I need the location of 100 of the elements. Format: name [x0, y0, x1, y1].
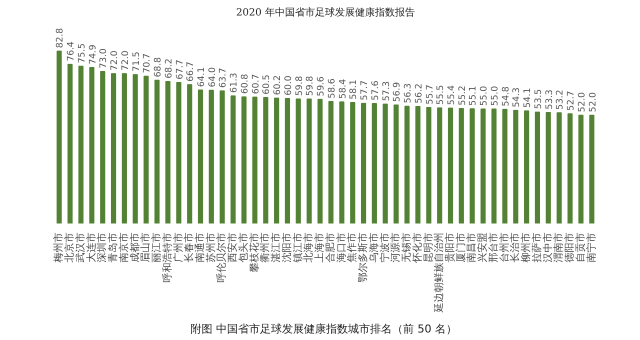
data-label: 56.9 — [392, 82, 403, 102]
x-tick-label: 武汉市 — [74, 232, 86, 262]
x-tick-label: 上海市 — [314, 232, 326, 262]
bar — [68, 64, 73, 224]
data-label: 53.5 — [534, 89, 544, 110]
x-tick-label: 衢州市 — [259, 232, 272, 262]
data-label: 82.8 — [56, 28, 66, 48]
bar — [502, 108, 508, 224]
data-label: 55.1 — [468, 86, 479, 106]
bar — [437, 107, 442, 224]
data-label: 67.7 — [175, 59, 186, 80]
x-tick-label: 眉山市 — [140, 232, 152, 262]
x-tick-label: 厦门市 — [454, 232, 467, 262]
x-tick-label: 成都市 — [128, 232, 141, 262]
data-label: 59.8 — [294, 76, 305, 96]
bar — [296, 98, 301, 224]
x-tick-label: 延边朝鲜族自治州 — [433, 232, 446, 314]
bar — [394, 104, 399, 224]
x-tick-label: 海口市 — [335, 232, 348, 262]
x-tick-label: 大连市 — [85, 232, 98, 262]
bar — [110, 73, 116, 224]
bar — [458, 108, 464, 224]
data-label: 72.0 — [110, 50, 120, 71]
bar — [154, 80, 160, 224]
data-label: 55.5 — [436, 84, 446, 105]
bar — [350, 102, 356, 224]
data-label: 56.2 — [414, 83, 424, 104]
x-tick-label: 攀枝花市 — [248, 232, 260, 272]
bar — [56, 50, 62, 224]
text: 附图 中国省市足球发展健康指数城市排名（前 50 名） — [190, 322, 458, 336]
bar — [274, 98, 280, 224]
data-label: 58.1 — [349, 79, 360, 100]
bar — [491, 108, 497, 224]
data-label: 64.1 — [197, 66, 207, 88]
data-label: 55.2 — [458, 86, 468, 106]
data-label: 63.7 — [218, 68, 229, 88]
x-tick-label: 北海市 — [302, 232, 315, 262]
x-tick-label: 德阳市 — [564, 232, 576, 262]
bar — [241, 96, 247, 224]
data-label: 76.4 — [66, 41, 77, 62]
x-tick-label: 河源市 — [390, 232, 402, 262]
bar — [198, 90, 204, 224]
bar — [144, 76, 149, 224]
x-tick-label: 呼和浩特市 — [161, 232, 174, 282]
x-tick-label: 焦作市 — [346, 232, 358, 262]
x-tick-label: 南宁市 — [585, 232, 598, 262]
x-tick-label: 渭南市 — [552, 232, 565, 262]
x-tick-label: 邢台市 — [487, 232, 500, 262]
bar — [578, 114, 584, 224]
data-label: 55.7 — [425, 84, 436, 105]
data-label: 52.0 — [577, 92, 588, 112]
x-tick-label: 包头市 — [237, 232, 250, 262]
x-tick-label: 广州市 — [172, 232, 184, 262]
bar — [263, 97, 268, 224]
bar — [165, 80, 170, 224]
bar — [404, 106, 410, 224]
x-tick-label: 湛江市 — [270, 232, 282, 262]
x-tick-label: 乌海市 — [368, 232, 380, 262]
bar — [524, 110, 530, 224]
x-tick-label: 北京市 — [64, 232, 76, 262]
data-label: 59.8 — [306, 76, 316, 96]
data-label: 54.8 — [501, 86, 512, 106]
bar — [426, 107, 432, 224]
data-label: 53.2 — [556, 90, 566, 110]
x-tick-label: 拉萨市 — [530, 232, 543, 262]
bar — [382, 104, 388, 224]
data-label: 60.2 — [273, 75, 284, 96]
bar — [480, 108, 486, 224]
x-tick-label: 汉中市 — [542, 232, 554, 262]
x-tick-label: 台州市 — [498, 232, 510, 262]
bar — [546, 112, 551, 224]
bar — [589, 114, 594, 224]
data-label: 58.6 — [327, 78, 338, 98]
x-tick-label: 长治市 — [509, 232, 522, 262]
text: 2020 年中国省市足球发展健康指数报告 — [236, 6, 415, 18]
data-label: 70.7 — [142, 53, 153, 74]
x-tick-label: 深圳市 — [96, 232, 108, 262]
x-tick-label: 呼伦贝尔市 — [216, 232, 228, 282]
data-label: 68.2 — [164, 58, 174, 78]
data-label: 57.3 — [382, 81, 392, 102]
bar — [252, 96, 258, 224]
bar — [568, 113, 573, 224]
data-label: 74.9 — [88, 44, 98, 65]
bar — [470, 108, 475, 224]
x-tick-label: 南通市 — [194, 232, 206, 262]
x-tick-label: 怀化市 — [411, 232, 424, 264]
data-label: 55.4 — [447, 84, 457, 106]
data-label: 52.0 — [588, 92, 598, 112]
bar — [284, 98, 290, 224]
bar — [448, 108, 454, 224]
bar — [534, 112, 540, 224]
x-tick-label: 青岛市 — [107, 232, 120, 262]
bar — [132, 74, 138, 224]
data-label: 59.6 — [316, 76, 327, 96]
data-label: 60.0 — [284, 75, 294, 96]
bar — [89, 67, 94, 224]
x-tick-label: 鄂尔多斯市 — [357, 232, 370, 282]
data-label: 53.3 — [544, 89, 555, 110]
bar — [415, 106, 420, 224]
bar — [100, 70, 106, 224]
